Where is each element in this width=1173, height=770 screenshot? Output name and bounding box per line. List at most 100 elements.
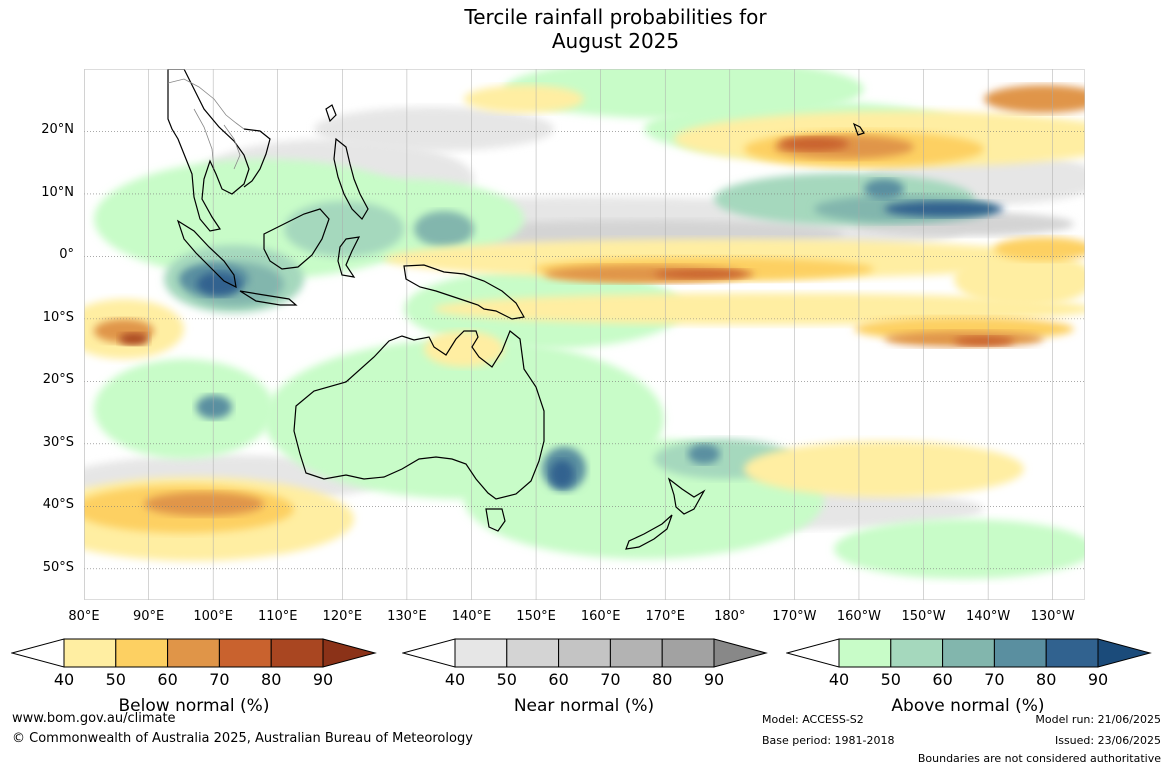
latitude-label: 20°S <box>42 372 74 388</box>
longitude-label: 160°E <box>580 609 621 624</box>
colorbar-tick-label: 40 <box>53 670 75 689</box>
map-title: Tercile rainfall probabilities for <box>464 5 767 29</box>
latitude-label: 50°S <box>42 559 74 575</box>
country-borders <box>167 78 245 170</box>
colorbar-tick-label: 50 <box>880 670 901 689</box>
above-normal-title: Above normal (%) <box>891 696 1045 716</box>
colorbar-swatch <box>506 638 560 668</box>
below-normal-region <box>654 269 754 279</box>
above-normal-region <box>504 69 864 119</box>
colorbar-swatch <box>993 638 1047 668</box>
latitude-label: 10°S <box>42 309 74 325</box>
below-normal-region <box>954 336 1014 346</box>
longitude-label: 170°W <box>772 609 817 624</box>
sulawesi-coastline <box>337 236 361 278</box>
longitude-label: 130°E <box>387 609 427 624</box>
colorbar-swatch <box>890 638 944 668</box>
australia-coastline <box>293 330 545 500</box>
vietnam-coastline <box>243 128 271 188</box>
below-normal-region <box>994 237 1085 261</box>
taiwan-coastline <box>325 104 337 123</box>
disclaimer-text: Boundaries are not considered authoritat… <box>917 752 1161 765</box>
colorbar-tick-label: 50 <box>105 670 126 689</box>
above-normal-region <box>550 460 574 488</box>
longitude-label: 130°W <box>1030 609 1075 624</box>
below-normal-colorbar <box>11 638 377 668</box>
above-normal-region <box>864 179 904 199</box>
model-text: Model: ACCESS-S2 <box>762 713 864 726</box>
colorbar-swatch <box>838 638 892 668</box>
colorbar-swatch <box>609 638 663 668</box>
colorbar-swatch <box>454 638 508 668</box>
below-normal-region <box>144 492 264 516</box>
colorbar-tick-label: 70 <box>600 670 621 689</box>
website-link[interactable]: www.bom.gov.au/climate <box>12 711 176 726</box>
below-normal-region <box>119 333 149 345</box>
java-coastline <box>239 290 298 306</box>
latitude-label: 30°S <box>42 434 74 450</box>
below-normal-region <box>744 441 1024 497</box>
issued-text: Issued: 23/06/2025 <box>1054 734 1161 747</box>
below-normal-region <box>954 251 1085 307</box>
probability-fields <box>84 69 1085 579</box>
longitude-label: 80°E <box>68 609 100 624</box>
longitude-label: 140°E <box>451 609 492 624</box>
tasmania-coastline <box>485 508 506 532</box>
below-normal-region <box>984 85 1085 113</box>
colorbar-swatch <box>270 638 324 668</box>
colorbar-swatch <box>115 638 169 668</box>
colorbar-tick-label: 90 <box>312 670 334 689</box>
below-normal-region <box>779 137 849 151</box>
longitude-label: 180° <box>714 609 746 624</box>
below-normal-title: Below normal (%) <box>118 696 270 716</box>
above-normal-region <box>834 519 1085 579</box>
new-guinea-coastline <box>403 264 525 320</box>
near-normal-title: Near normal (%) <box>513 696 655 716</box>
hawaii-coastline <box>852 122 865 136</box>
longitude-label: 120°E <box>322 609 363 624</box>
sumatra-coastline <box>176 219 237 289</box>
longitude-label: 160°W <box>836 609 882 624</box>
latitude-label: 0° <box>59 247 74 263</box>
map-subtitle: August 2025 <box>551 29 680 53</box>
colorbar-swatch <box>558 638 611 668</box>
above-normal-region <box>284 201 404 257</box>
latitude-label: 10°N <box>41 184 74 200</box>
colorbar-tick-label: 70 <box>984 670 1005 689</box>
colorbar-tick-label: 70 <box>209 670 230 689</box>
above-normal-region <box>197 272 241 296</box>
borneo-coastline <box>263 208 330 270</box>
below-normal-region <box>434 293 1085 325</box>
colorbar-swatch <box>1045 638 1099 668</box>
colorbar-tick-label: 80 <box>261 670 282 689</box>
longitude-label: 150°W <box>901 609 946 624</box>
above-normal-region <box>94 359 274 459</box>
graticule <box>84 69 1085 600</box>
colorbar-tick-label: 80 <box>652 670 673 689</box>
base-period-text: Base period: 1981-2018 <box>762 734 895 747</box>
below-normal-region <box>424 331 504 367</box>
colorbar-swatch <box>661 638 715 668</box>
colorbar-tick-label: 50 <box>496 670 517 689</box>
below-normal-region <box>464 85 584 113</box>
longitude-label: 90°E <box>132 609 165 624</box>
se-asia-coastline <box>167 69 250 232</box>
colorbar-swatch <box>942 638 995 668</box>
colorbar-tick-label: 60 <box>157 670 178 689</box>
new-zealand-north-coastline <box>667 477 706 515</box>
rainfall-probability-map <box>84 69 1085 600</box>
colorbar-swatch <box>167 638 220 668</box>
longitude-label: 170°E <box>645 609 685 624</box>
near-normal-region <box>314 107 554 151</box>
colorbar-tick-label: 90 <box>1087 670 1109 689</box>
longitude-label: 140°W <box>966 609 1011 624</box>
colorbar-tick-label: 90 <box>703 670 725 689</box>
colorbar-tick-label: 40 <box>828 670 850 689</box>
above-normal-region <box>414 211 474 247</box>
longitude-label: 100°E <box>193 609 233 624</box>
coastlines <box>167 69 865 550</box>
colorbar-tick-label: 60 <box>548 670 569 689</box>
new-zealand-south-coastline <box>625 514 673 550</box>
above-normal-colorbar <box>786 638 1152 668</box>
longitude-label: 150°E <box>516 609 556 624</box>
